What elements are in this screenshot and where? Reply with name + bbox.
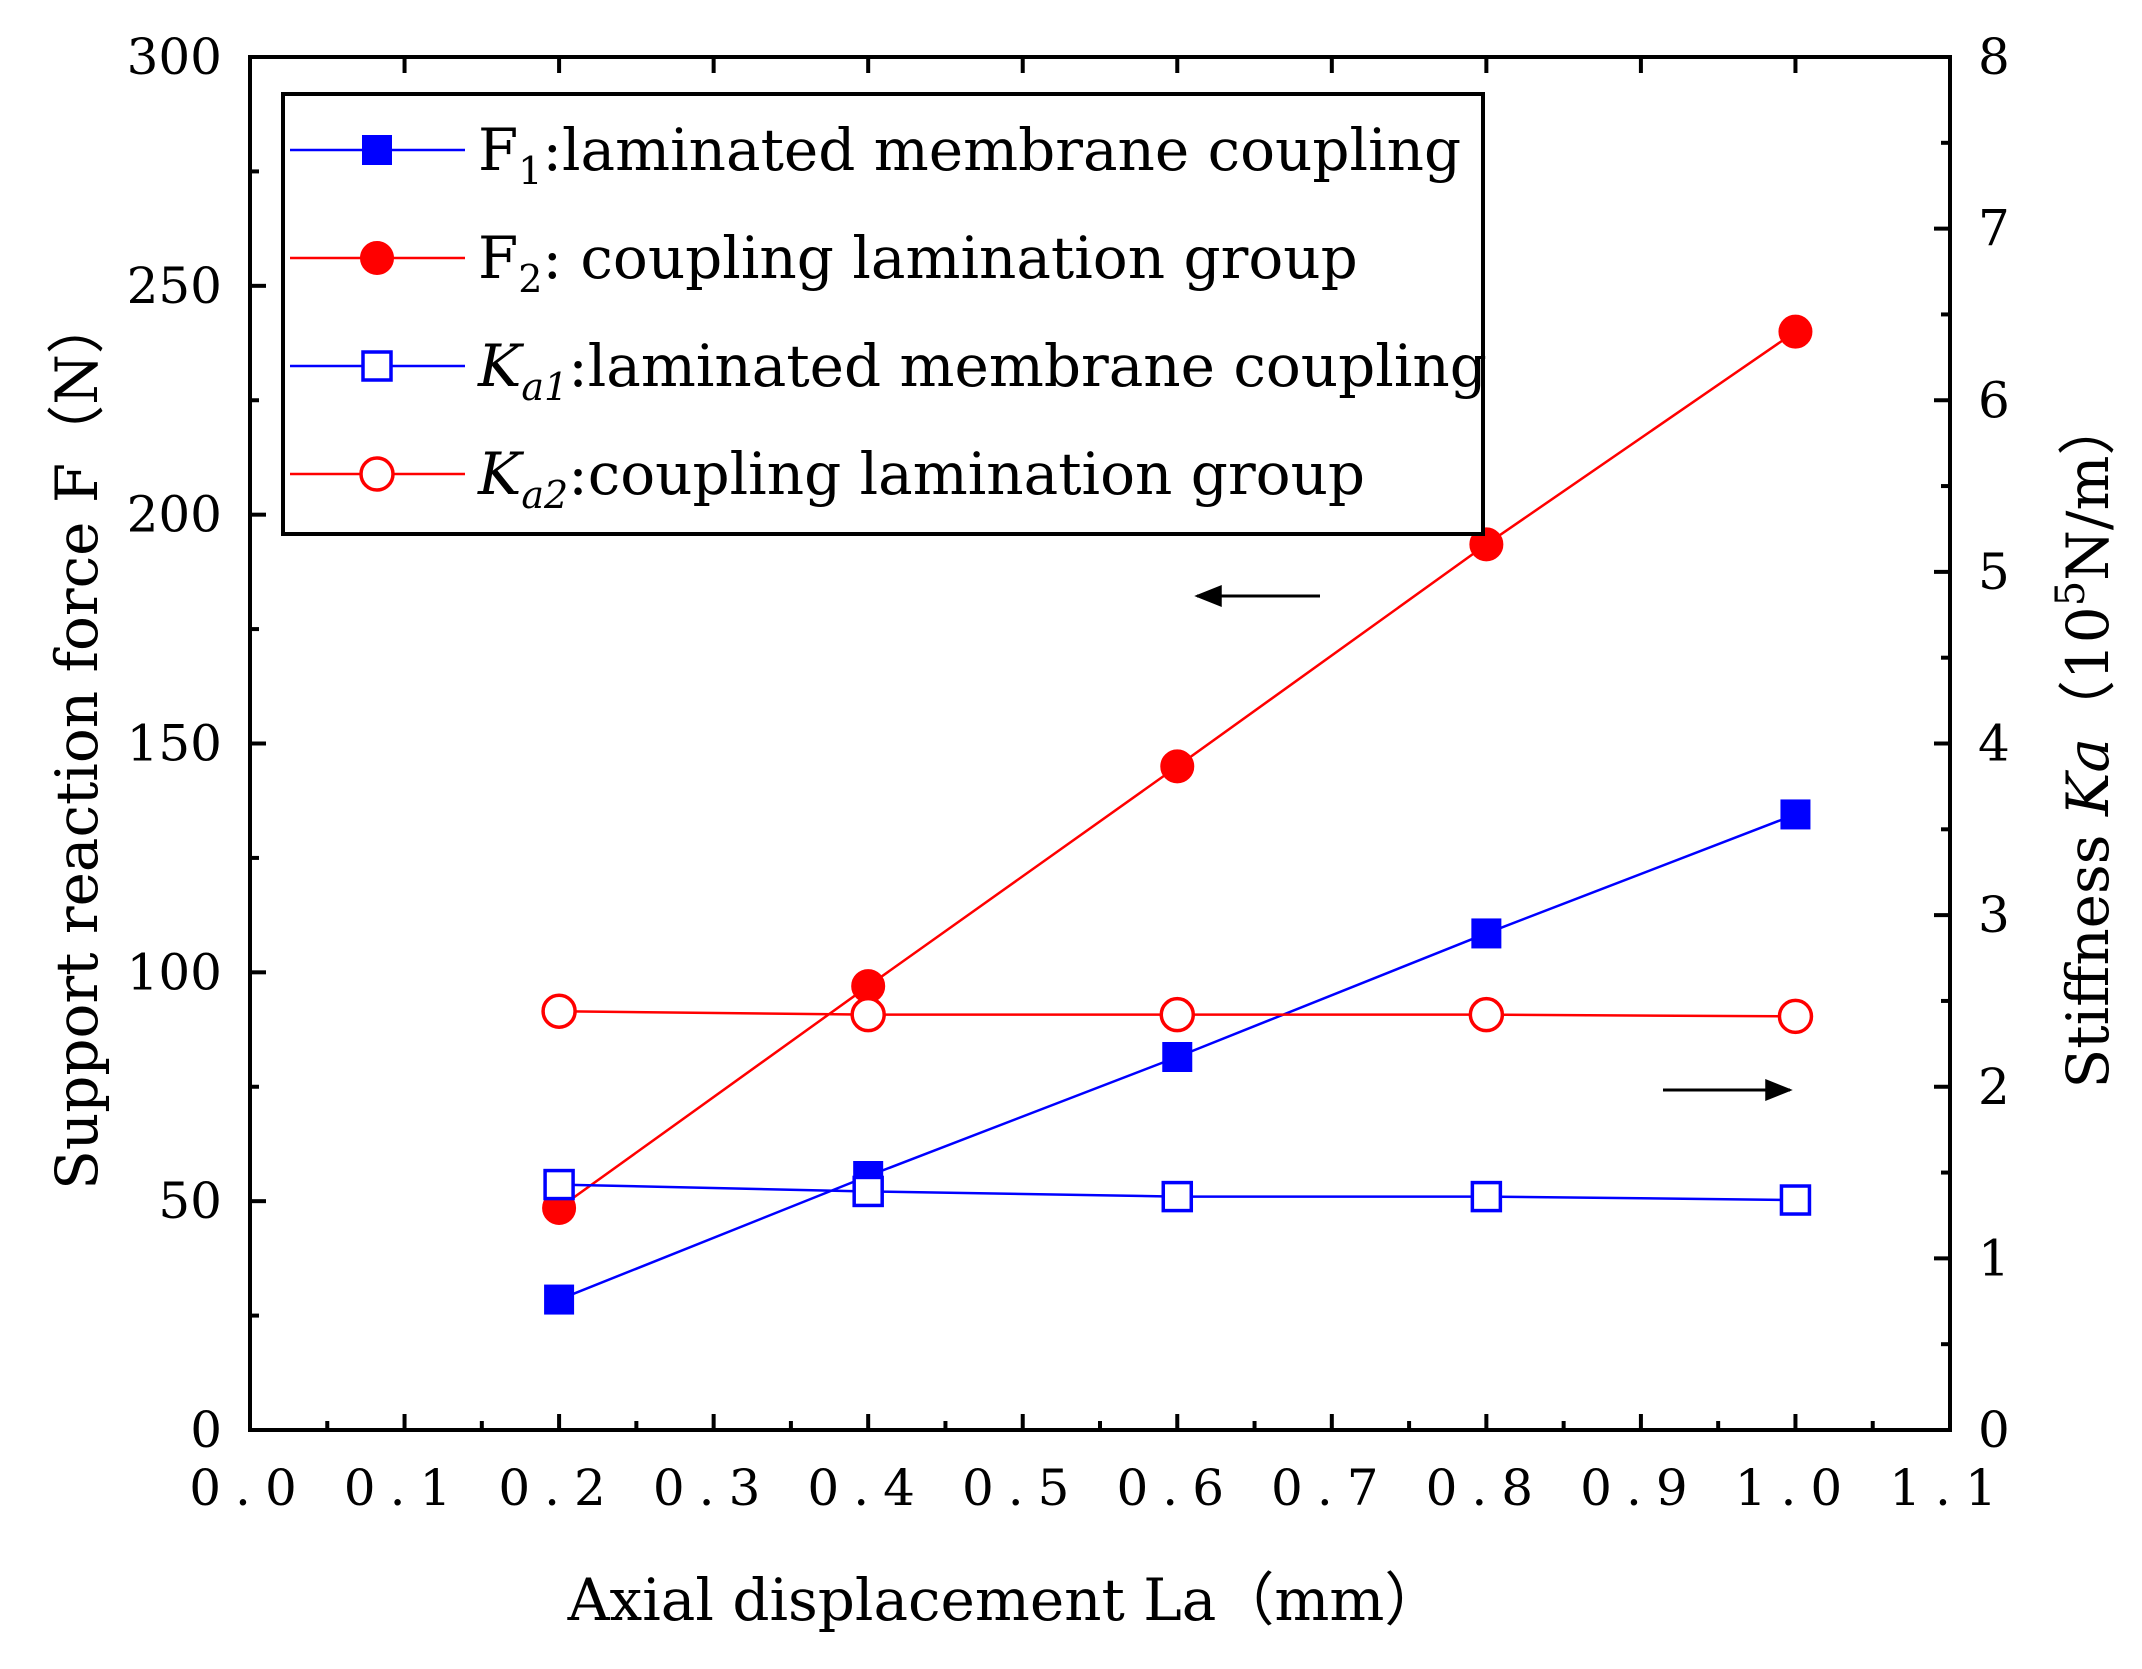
y-left-tick-label: 200 xyxy=(127,486,222,544)
legend-marker-2 xyxy=(360,241,394,275)
right-y-axis-title-unit-close: N/m） xyxy=(2054,398,2122,581)
y-right-tick-label: 5 xyxy=(1978,543,2010,601)
legend-label-3: Ka1:laminated membrane coupling xyxy=(477,332,1487,409)
x-tick-label: 0.9 xyxy=(1580,1459,1702,1517)
y-left-tick-label: 100 xyxy=(127,943,222,1001)
legend-label-subscript: a2 xyxy=(521,473,568,517)
legend-label-1: F1:laminated membrane coupling xyxy=(478,116,1461,193)
legend-label-main: K xyxy=(477,332,525,400)
data-point-series-4 xyxy=(1159,996,1196,1033)
y-right-tick-label: 8 xyxy=(1978,28,2010,86)
legend-label-main: F xyxy=(478,116,518,184)
x-axis-ticks: 0.0 0.1 0.2 0.3 0.4 0.5 0.6 0.7 0.8 0.9 1.0 1.1 xyxy=(189,57,2011,1517)
data-point-series-2 xyxy=(1160,749,1195,784)
legend-label-text: : coupling lamination group xyxy=(542,224,1357,292)
legend-marker-1 xyxy=(362,135,392,165)
series-layer xyxy=(541,314,1814,1315)
y-left-tick-label: 150 xyxy=(127,715,222,773)
y-right-tick-label: 6 xyxy=(1978,371,2010,429)
right-y-axis-title-unit: （10 xyxy=(2054,606,2122,738)
data-point-series-2 xyxy=(1778,314,1813,349)
data-point-series-3 xyxy=(1779,1184,1812,1216)
data-point-series-3 xyxy=(1161,1180,1194,1213)
data-point-series-4 xyxy=(1468,996,1505,1033)
data-point-series-3 xyxy=(1470,1180,1503,1213)
annotation-layer xyxy=(1194,585,1793,1101)
legend-label-text: :laminated membrane coupling xyxy=(568,332,1487,400)
x-tick-label: 0.2 xyxy=(498,1459,620,1517)
left-y-axis-ticks: 0 50 100 150 200 250 300 xyxy=(127,28,266,1459)
right-y-axis-ticks: 0 1 2 3 4 5 6 7 8 xyxy=(1934,28,2010,1459)
right-y-axis-title-italic: Ka xyxy=(2054,738,2122,817)
legend-label-subscript: 2 xyxy=(518,257,542,301)
right-y-axis-title: Stiffness Ka（105N/m） xyxy=(2048,398,2122,1089)
x-axis-title: Axial displacement La（mm） xyxy=(567,1566,1443,1634)
data-point-series-4 xyxy=(1777,998,1814,1035)
right-y-axis-title-prefix: Stiffness xyxy=(2054,816,2122,1088)
x-tick-label: 0.1 xyxy=(344,1459,466,1517)
legend-label-main: K xyxy=(477,440,525,508)
data-point-series-1 xyxy=(1780,799,1811,830)
x-tick-label: 0.7 xyxy=(1271,1459,1393,1517)
data-point-series-4 xyxy=(541,993,577,1029)
data-point-series-3 xyxy=(543,1168,575,1201)
y-left-tick-label: 300 xyxy=(127,28,222,86)
y-left-tick-label: 0 xyxy=(190,1401,222,1459)
data-point-series-4 xyxy=(850,996,886,1033)
x-tick-label: 0.0 xyxy=(189,1459,311,1517)
x-tick-label: 0.3 xyxy=(653,1459,775,1517)
legend-label-subscript: a1 xyxy=(521,365,568,409)
legend-marker-4 xyxy=(359,456,395,492)
x-tick-label: 1.0 xyxy=(1735,1459,1857,1517)
legend-label-main: F xyxy=(478,224,518,292)
x-tick-label: 0.5 xyxy=(962,1459,1084,1517)
y-left-tick-label: 250 xyxy=(127,257,222,315)
data-point-series-2 xyxy=(1469,527,1504,562)
y-right-tick-label: 1 xyxy=(1978,1229,2010,1287)
x-tick-label: 1.1 xyxy=(1889,1459,2011,1517)
legend-label-4: Ka2:coupling lamination group xyxy=(477,440,1365,517)
data-point-series-3 xyxy=(852,1175,884,1208)
x-tick-label: 0.6 xyxy=(1117,1459,1239,1517)
y-right-tick-label: 4 xyxy=(1978,715,2010,773)
y-left-tick-label: 50 xyxy=(158,1172,222,1230)
right-y-axis-title-exponent: 5 xyxy=(2048,581,2094,606)
left-y-axis-title: Support reaction force F（N） xyxy=(43,296,111,1190)
x-tick-label: 0.8 xyxy=(1426,1459,1548,1517)
legend-box xyxy=(281,92,1485,536)
legend-label-text: :laminated membrane coupling xyxy=(542,116,1461,184)
y-right-tick-label: 3 xyxy=(1978,886,2010,944)
legend-label-text: :coupling lamination group xyxy=(568,440,1365,508)
legend-label-2: F2: coupling lamination group xyxy=(478,224,1358,301)
data-point-series-1 xyxy=(1162,1042,1193,1073)
data-point-series-1 xyxy=(1471,918,1502,949)
data-point-series-1 xyxy=(544,1284,575,1315)
legend-label-subscript: 1 xyxy=(518,149,542,193)
y-right-tick-label: 2 xyxy=(1978,1058,2010,1116)
y-right-tick-label: 7 xyxy=(1978,200,2010,258)
x-tick-label: 0.4 xyxy=(807,1459,929,1517)
legend-marker-3 xyxy=(361,350,393,382)
y-right-tick-label: 0 xyxy=(1978,1401,2010,1459)
